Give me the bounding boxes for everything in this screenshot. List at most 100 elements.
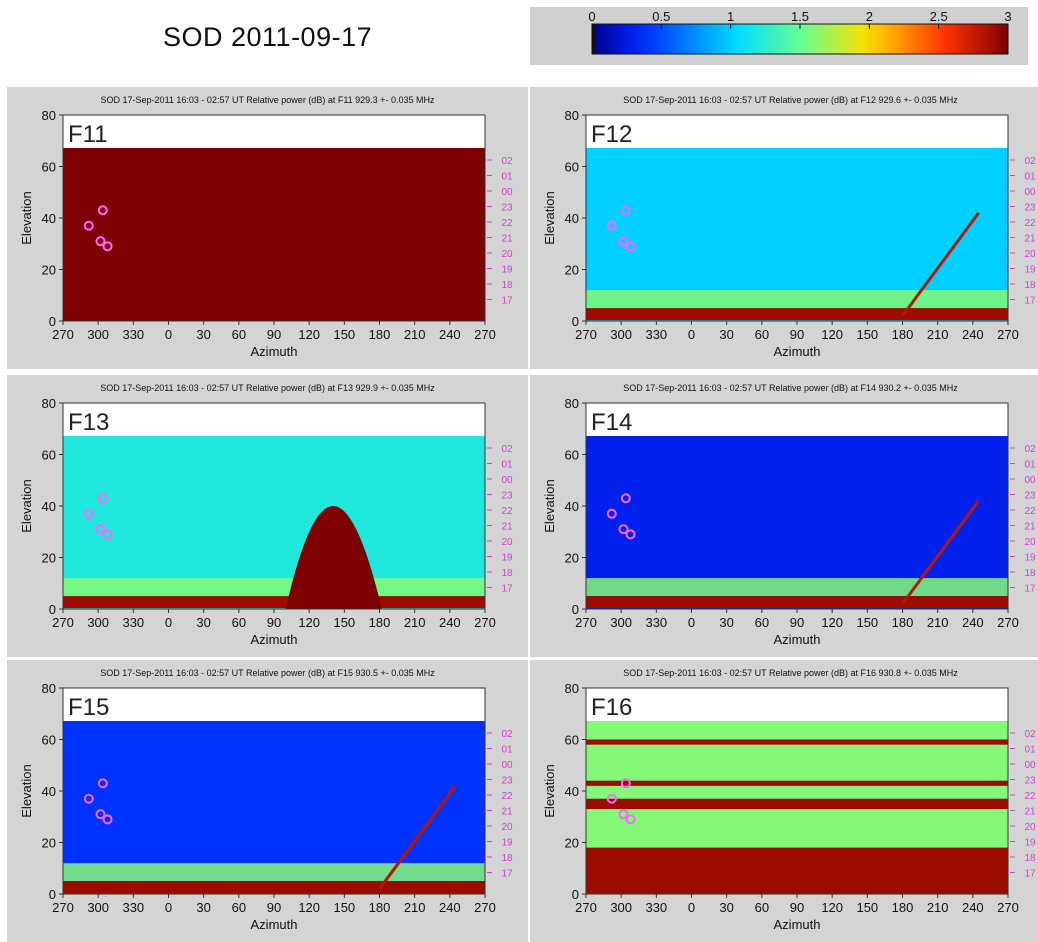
x-tick-label: 150: [856, 615, 878, 630]
horizon-glow: [586, 578, 1008, 597]
colorbar-tick-label: 1: [727, 9, 734, 24]
x-tick-label: 0: [165, 615, 172, 630]
hour-label: 01: [1024, 460, 1036, 471]
hour-label: 21: [1024, 807, 1036, 818]
x-tick-label: 300: [87, 900, 109, 915]
x-tick-label: 150: [333, 327, 355, 342]
x-tick-label: 270: [997, 900, 1019, 915]
x-tick-label: 30: [719, 900, 733, 915]
source-marker: [95, 236, 106, 247]
y-tick-label: 40: [565, 211, 579, 226]
x-tick-label: 330: [645, 327, 667, 342]
hour-label: 19: [1024, 265, 1036, 276]
x-tick-label: 270: [52, 900, 74, 915]
saturated-stripe: [586, 739, 1008, 745]
hour-label: 21: [1024, 234, 1036, 245]
y-tick-label: 0: [572, 602, 579, 617]
x-tick-label: 90: [790, 615, 804, 630]
y-tick-label: 20: [42, 551, 56, 566]
hour-label: 02: [501, 729, 513, 740]
hour-label: 18: [501, 280, 513, 291]
hour-label: 22: [1024, 791, 1036, 802]
y-tick-label: 80: [565, 108, 579, 123]
x-tick-label: 270: [997, 615, 1019, 630]
x-tick-label: 180: [369, 327, 391, 342]
y-tick-label: 80: [565, 396, 579, 411]
panel-f14: SOD 17-Sep-2011 16:03 - 02:57 UT Relativ…: [530, 375, 1038, 657]
saturated-dome: [285, 506, 382, 609]
source-marker: [618, 809, 629, 820]
hour-label: 21: [501, 522, 513, 533]
hour-label: 20: [1024, 249, 1036, 260]
y-tick-label: 60: [42, 160, 56, 175]
x-tick-label: 30: [196, 615, 210, 630]
panel-label: F12: [591, 121, 632, 148]
panel-f12: SOD 17-Sep-2011 16:03 - 02:57 UT Relativ…: [530, 87, 1038, 369]
hour-label: 22: [1024, 218, 1036, 229]
hour-label: 18: [1024, 853, 1036, 864]
y-tick-label: 40: [565, 499, 579, 514]
panel-f16: SOD 17-Sep-2011 16:03 - 02:57 UT Relativ…: [530, 660, 1038, 942]
panel-label-band: [63, 688, 485, 721]
colorbar-tick-label: 2.5: [930, 9, 948, 24]
y-tick-label: 40: [42, 784, 56, 799]
x-tick-label: 330: [122, 615, 144, 630]
x-tick-label: 90: [267, 615, 281, 630]
source-marker: [97, 778, 108, 789]
x-axis-label: Azimuth: [774, 344, 821, 359]
hour-label: 01: [501, 745, 513, 756]
x-tick-label: 120: [821, 900, 843, 915]
x-axis-label: Azimuth: [251, 344, 298, 359]
hour-label: 00: [501, 475, 513, 486]
y-axis-label: Elevation: [542, 479, 557, 532]
hour-label: 20: [1024, 537, 1036, 548]
y-tick-label: 20: [565, 836, 579, 851]
x-tick-label: 270: [52, 327, 74, 342]
panel-caption: SOD 17-Sep-2011 16:03 - 02:57 UT Relativ…: [100, 383, 435, 393]
hour-label: 20: [1024, 822, 1036, 833]
source-marker: [95, 524, 106, 535]
x-tick-label: 60: [755, 615, 769, 630]
horizon-band: [63, 596, 485, 608]
saturated-stripe: [586, 780, 1008, 786]
panel-svg: SOD 17-Sep-2011 16:03 - 02:57 UT Relativ…: [542, 95, 1036, 359]
panel-label: F16: [591, 694, 632, 721]
y-axis-label: Elevation: [19, 764, 34, 817]
panel-svg: SOD 17-Sep-2011 16:03 - 02:57 UT Relativ…: [19, 95, 513, 359]
y-tick-label: 60: [565, 160, 579, 175]
hour-label: 21: [501, 234, 513, 245]
colorbar: 0 0.5 1 1.5 2 2.5 3: [530, 7, 1028, 65]
source-marker: [620, 205, 631, 216]
y-tick-label: 20: [42, 263, 56, 278]
source-marker: [620, 493, 631, 504]
x-tick-label: 240: [962, 615, 984, 630]
colorbar-left-cap: [592, 24, 595, 54]
figure-title: SOD 2011-09-17: [163, 22, 373, 52]
hour-label: 20: [501, 822, 513, 833]
y-tick-label: 0: [49, 314, 56, 329]
x-tick-label: 270: [575, 327, 597, 342]
panel-label: F11: [68, 121, 108, 148]
y-tick-label: 60: [42, 733, 56, 748]
hour-label: 17: [501, 584, 513, 595]
x-tick-label: 330: [122, 900, 144, 915]
source-marker: [83, 220, 94, 231]
hour-label: 19: [1024, 553, 1036, 564]
x-tick-label: 0: [165, 327, 172, 342]
y-tick-label: 20: [565, 551, 579, 566]
x-tick-label: 0: [165, 900, 172, 915]
hour-label: 21: [1024, 522, 1036, 533]
horizon-glow: [63, 863, 485, 882]
y-tick-label: 80: [42, 108, 56, 123]
x-tick-label: 30: [719, 615, 733, 630]
x-tick-label: 180: [892, 327, 914, 342]
hour-label: 18: [1024, 568, 1036, 579]
x-axis-label: Azimuth: [251, 632, 298, 647]
hour-label: 18: [501, 853, 513, 864]
x-tick-label: 270: [474, 327, 496, 342]
x-tick-label: 0: [688, 327, 695, 342]
saturated-stripe: [586, 798, 1008, 810]
hour-label: 22: [501, 218, 513, 229]
x-tick-label: 0: [688, 900, 695, 915]
sun-track: [378, 784, 457, 890]
